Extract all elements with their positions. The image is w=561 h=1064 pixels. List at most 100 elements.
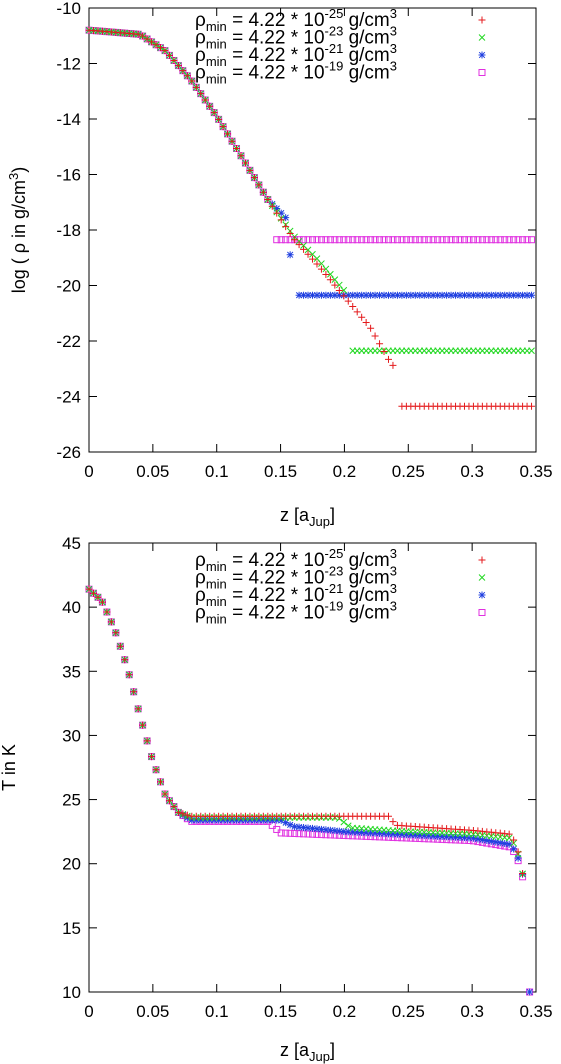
data-point	[295, 241, 303, 249]
x-tick-label: 0.25	[392, 462, 425, 481]
data-point	[282, 819, 290, 827]
x-tick-label: 0.2	[333, 1002, 357, 1021]
data-point	[179, 67, 187, 75]
data-point	[505, 830, 513, 838]
data-point	[443, 236, 451, 244]
data-point	[295, 823, 303, 831]
legend-label: ρmin = 4.22 * 10-21 g/cm3	[195, 581, 397, 609]
data-point	[201, 96, 209, 104]
data-point	[188, 816, 196, 824]
data-point	[358, 291, 366, 299]
data-point	[344, 822, 352, 830]
data-point	[353, 828, 361, 836]
x-tick-label: 0.25	[392, 1002, 425, 1021]
data-point	[277, 816, 285, 824]
data-point	[139, 32, 147, 40]
data-point	[273, 205, 281, 213]
data-point	[438, 236, 446, 244]
legend-label: ρmin = 4.22 * 10-19 g/cm3	[195, 599, 397, 627]
data-point	[331, 827, 339, 835]
x-tick-label: 0.15	[264, 1002, 297, 1021]
data-point	[460, 291, 468, 299]
x-tick-label: 0.1	[205, 1002, 229, 1021]
data-point	[411, 831, 419, 839]
data-point	[353, 308, 361, 316]
data-point	[465, 834, 473, 842]
x-tick-label: 0.35	[519, 462, 552, 481]
legend-label: ρmin = 4.22 * 10-25 g/cm3	[195, 546, 397, 574]
data-point	[112, 629, 120, 637]
data-point	[402, 831, 410, 839]
data-point	[362, 236, 370, 244]
data-point	[183, 811, 191, 819]
legend-marker	[478, 556, 486, 564]
data-point	[148, 753, 156, 761]
data-point	[469, 291, 477, 299]
data-point	[98, 598, 106, 606]
legend-marker	[478, 574, 486, 581]
data-point	[224, 816, 232, 824]
data-point	[402, 291, 410, 299]
data-point	[349, 303, 357, 311]
data-point	[273, 816, 281, 824]
data-point	[89, 589, 97, 597]
data-point	[273, 209, 281, 217]
data-point	[300, 236, 308, 244]
data-point	[425, 832, 433, 840]
y-axis-label: T in K	[0, 744, 19, 791]
data-point	[389, 236, 397, 244]
x-tick-label: 0.15	[264, 462, 297, 481]
data-point	[349, 291, 357, 299]
data-point	[326, 276, 334, 284]
data-point	[192, 816, 200, 824]
data-point	[282, 236, 290, 244]
legend: ρmin = 4.22 * 10-25 g/cm3 ρmin = 4.22 * 1…	[195, 546, 486, 627]
data-point	[219, 123, 227, 131]
data-point	[452, 236, 460, 244]
data-point	[358, 236, 366, 244]
data-point	[478, 236, 486, 244]
data-point	[183, 72, 191, 80]
data-point	[210, 109, 218, 117]
data-point	[304, 824, 312, 832]
x-tick-label: 0.2	[333, 462, 357, 481]
data-point	[291, 829, 299, 837]
data-point	[317, 265, 325, 273]
data-point	[376, 236, 384, 244]
data-point	[161, 790, 169, 798]
data-point	[309, 291, 316, 299]
data-point	[523, 236, 531, 244]
data-point	[197, 90, 205, 98]
x-tick-label: 0	[84, 462, 93, 481]
series-2	[85, 585, 526, 878]
data-point	[519, 869, 527, 877]
y-tick-label: -22	[56, 332, 81, 351]
y-tick-label: 10	[62, 983, 81, 1002]
data-point	[483, 837, 491, 845]
data-point	[282, 223, 290, 231]
data-point	[304, 291, 312, 299]
data-point	[152, 41, 160, 49]
data-point	[358, 829, 366, 837]
data-point	[362, 319, 370, 327]
data-point	[318, 260, 325, 267]
data-point	[331, 281, 339, 289]
data-point	[483, 236, 491, 244]
data-point	[344, 291, 352, 299]
data-point	[309, 255, 316, 263]
data-point	[349, 828, 357, 836]
data-point	[143, 35, 151, 43]
data-point	[434, 291, 442, 299]
data-point	[478, 836, 486, 844]
y-tick-label: 40	[62, 598, 81, 617]
data-point	[380, 236, 388, 244]
data-point	[443, 291, 451, 299]
data-point	[438, 833, 446, 841]
legend-label: ρmin = 4.22 * 10-21 g/cm3	[195, 41, 397, 69]
data-point	[313, 260, 321, 268]
data-point	[300, 824, 308, 832]
data-point	[313, 291, 321, 299]
data-point	[353, 291, 361, 299]
data-point	[519, 236, 527, 244]
data-point	[295, 830, 303, 838]
